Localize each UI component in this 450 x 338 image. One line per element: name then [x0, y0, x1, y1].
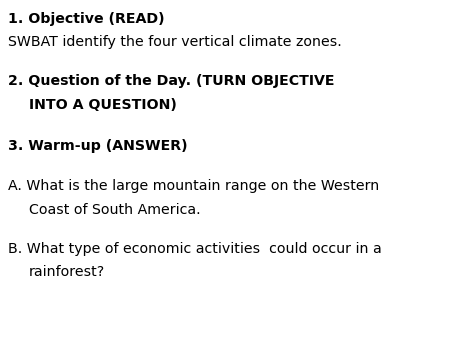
Text: Coast of South America.: Coast of South America. — [29, 203, 201, 217]
Text: B. What type of economic activities  could occur in a: B. What type of economic activities coul… — [8, 242, 382, 256]
Text: 3. Warm-up (ANSWER): 3. Warm-up (ANSWER) — [8, 139, 188, 152]
Text: SWBAT identify the four vertical climate zones.: SWBAT identify the four vertical climate… — [8, 35, 342, 49]
Text: 2. Question of the Day. (TURN OBJECTIVE: 2. Question of the Day. (TURN OBJECTIVE — [8, 74, 335, 88]
Text: A. What is the large mountain range on the Western: A. What is the large mountain range on t… — [8, 179, 379, 193]
Text: rainforest?: rainforest? — [29, 265, 105, 279]
Text: INTO A QUESTION): INTO A QUESTION) — [29, 98, 177, 112]
Text: 1. Objective (READ): 1. Objective (READ) — [8, 12, 165, 26]
